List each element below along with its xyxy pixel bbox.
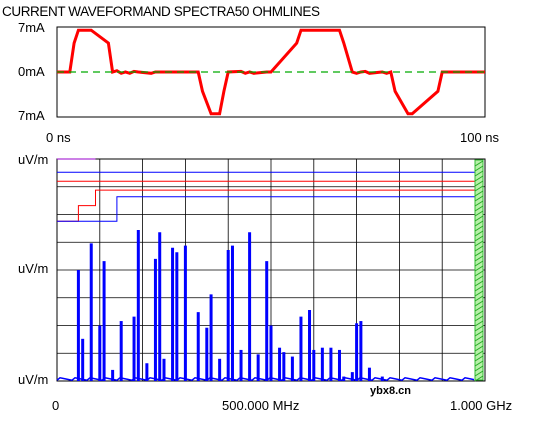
- frequency-limit-hatch: [474, 185, 484, 192]
- frequency-limit-hatch: [474, 175, 484, 182]
- frequency-limit-hatch: [474, 315, 484, 322]
- frequency-limit-hatch: [474, 190, 484, 197]
- frequency-limit-hatch: [474, 235, 484, 242]
- frequency-limit-hatch: [474, 165, 484, 172]
- frequency-limit-hatch: [474, 240, 484, 247]
- frequency-limit-hatch: [474, 305, 484, 312]
- frequency-limit-hatch: [474, 300, 484, 307]
- frequency-limit-hatch: [474, 160, 484, 167]
- frequency-limit-hatch: [474, 360, 484, 367]
- top-y-tick-label: 0mA: [18, 64, 45, 79]
- limit-line: [57, 189, 481, 222]
- frequency-limit-hatch: [474, 215, 484, 222]
- frequency-limit-band: [474, 159, 484, 381]
- top-x-tick-label: 100 ns: [460, 130, 500, 145]
- frequency-limit-hatch: [474, 220, 484, 227]
- frequency-limit-hatch: [474, 370, 484, 377]
- bottom-x-tick-label: 0: [52, 398, 60, 413]
- frequency-limit-hatch: [474, 270, 484, 277]
- frequency-limit-hatch: [474, 365, 484, 372]
- frequency-limit-hatch: [474, 210, 484, 217]
- frequency-limit-hatch: [474, 250, 484, 257]
- frequency-limit-hatch: [474, 345, 484, 352]
- frequency-limit-hatch: [474, 265, 484, 272]
- watermark: ybx8.cn: [370, 385, 411, 397]
- top-x-tick-label: 0 ns: [46, 130, 71, 145]
- frequency-limit-hatch: [474, 330, 484, 337]
- frequency-limit-hatch: [474, 290, 484, 297]
- top-y-tick-label: 7mA: [18, 20, 45, 35]
- frequency-limit-hatch: [474, 245, 484, 252]
- frequency-limit-hatch: [474, 310, 484, 317]
- frequency-limit-hatch: [474, 280, 484, 287]
- frequency-limit-hatch: [474, 320, 484, 327]
- bottom-y-tick-label: uV/m: [18, 372, 49, 387]
- frequency-limit-hatch: [474, 285, 484, 292]
- frequency-limit-hatch: [474, 230, 484, 237]
- frequency-limit-hatch: [474, 275, 484, 282]
- bottom-x-tick-label: 1.000 GHz: [450, 398, 513, 413]
- frequency-limit-hatch: [474, 355, 484, 362]
- frequency-limit-hatch: [474, 295, 484, 302]
- frequency-limit-hatch: [474, 375, 484, 382]
- bottom-y-tick-label: uV/m: [18, 261, 49, 276]
- bottom-y-tick-label: uV/m: [18, 152, 49, 167]
- frequency-limit-hatch: [474, 205, 484, 212]
- bottom-x-tick-label: 500.000 MHz: [222, 398, 300, 413]
- frequency-limit-hatch: [474, 255, 484, 262]
- frequency-limit-hatch: [474, 195, 484, 202]
- frequency-limit-hatch: [474, 170, 484, 177]
- chart-title: CURRENT WAVEFORMAND SPECTRA50 OHMLINES: [2, 4, 320, 19]
- frequency-limit-hatch: [474, 325, 484, 332]
- frequency-limit-hatch: [474, 225, 484, 232]
- frequency-limit-hatch: [474, 260, 484, 267]
- frequency-limit-hatch: [474, 180, 484, 187]
- top-y-tick-label: 7mA: [18, 108, 45, 123]
- frequency-limit-hatch: [474, 340, 484, 347]
- frequency-limit-hatch: [474, 335, 484, 342]
- frequency-limit-hatch: [474, 200, 484, 207]
- limit-line: [57, 196, 481, 222]
- frequency-limit-hatch: [474, 350, 484, 357]
